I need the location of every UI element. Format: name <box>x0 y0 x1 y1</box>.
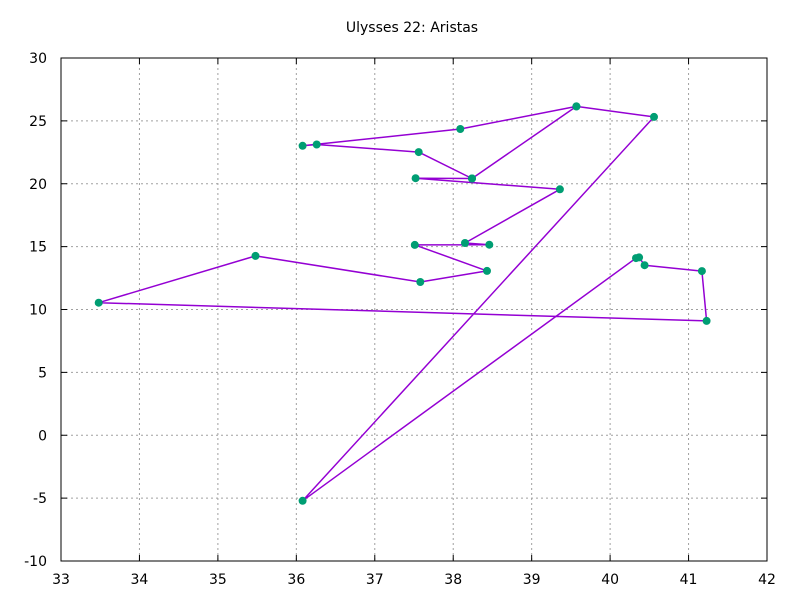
x-tick-label: 36 <box>287 572 305 588</box>
data-point <box>555 185 564 194</box>
x-tick-label: 39 <box>523 572 541 588</box>
y-tick-label: 30 <box>29 51 47 67</box>
data-point <box>468 174 476 183</box>
data-point <box>485 240 494 249</box>
data-point <box>411 174 420 183</box>
series-layer <box>97 105 708 502</box>
x-tick-label: 33 <box>52 572 70 588</box>
x-tick-label: 34 <box>131 572 149 588</box>
x-tick-label: 40 <box>601 572 619 588</box>
data-point <box>298 141 307 150</box>
series-line <box>97 105 708 502</box>
y-tick-label: 20 <box>29 177 47 193</box>
y-tick-label: 5 <box>38 365 47 381</box>
y-axis-tick-labels: -10 -5 0 5 10 15 20 25 30 <box>24 51 47 570</box>
data-point <box>702 316 711 325</box>
data-point <box>298 496 307 505</box>
y-tick-label: -5 <box>33 491 47 507</box>
x-tick-label: 38 <box>444 572 462 588</box>
data-point <box>650 112 658 121</box>
data-point <box>312 140 321 149</box>
data-point <box>640 261 649 270</box>
x-tick-label: 41 <box>680 572 698 588</box>
x-tick-label: 37 <box>366 572 384 588</box>
y-tick-label: 10 <box>29 303 47 319</box>
data-point <box>456 125 465 133</box>
data-point <box>414 148 423 157</box>
y-tick-label: 15 <box>29 240 47 256</box>
data-point <box>416 278 425 286</box>
data-point <box>572 102 581 111</box>
y-tick-label: -10 <box>24 554 47 570</box>
data-point <box>251 251 260 260</box>
data-point <box>410 240 419 249</box>
x-tick-label: 42 <box>758 572 776 588</box>
x-tick-label: 35 <box>209 572 227 588</box>
data-point <box>483 266 491 275</box>
y-tick-label: 25 <box>29 114 47 130</box>
data-point <box>461 239 469 247</box>
data-point <box>94 298 103 307</box>
grid-lines <box>61 58 767 561</box>
marker-layer <box>94 102 711 505</box>
axis-ticks <box>60 57 768 562</box>
data-point <box>697 267 706 276</box>
y-tick-label: 0 <box>38 428 47 444</box>
chart-title: Ulysses 22: Aristas <box>346 20 478 36</box>
x-axis-tick-labels: 33 34 35 36 37 38 39 40 41 42 <box>52 572 776 588</box>
data-point <box>635 253 644 262</box>
